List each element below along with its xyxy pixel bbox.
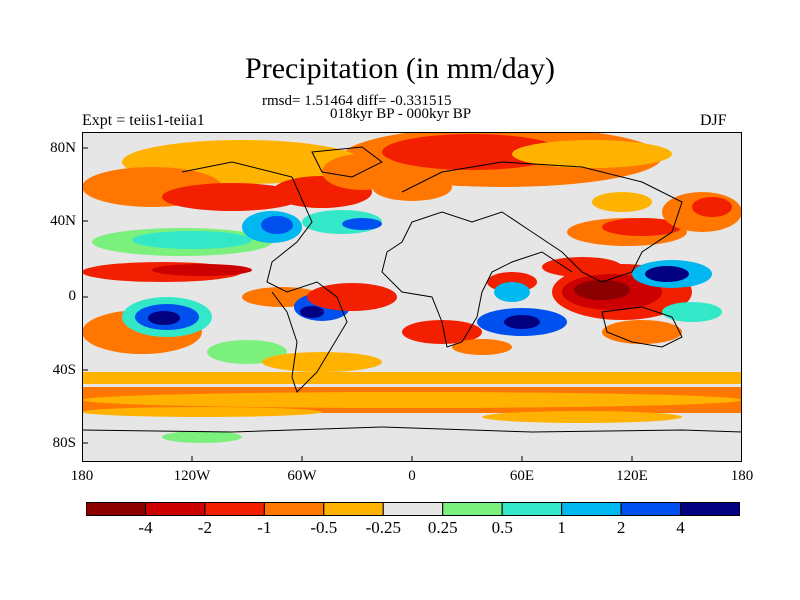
lat-label-80n: 80N bbox=[50, 140, 76, 156]
colorbar-label: 2 bbox=[616, 518, 626, 537]
colorbar-label: -0.5 bbox=[310, 518, 338, 537]
colorbar-label: 0.25 bbox=[427, 518, 458, 537]
colorbar bbox=[86, 502, 740, 516]
colorbar-box bbox=[680, 502, 740, 516]
colorbar-box bbox=[263, 502, 325, 516]
experiment-label: Expt = teiis1-teiia1 bbox=[82, 112, 205, 129]
colorbar-box bbox=[620, 502, 682, 516]
map-title: Precipitation (in mm/day) bbox=[245, 52, 555, 85]
lon-label-120w: 120W bbox=[173, 468, 211, 484]
lon-label-0: 0 bbox=[408, 468, 416, 484]
lon-label-60w: 60W bbox=[287, 468, 317, 484]
period-label: 018kyr BP - 000kyr BP bbox=[330, 106, 472, 122]
lon-label-60e: 60E bbox=[509, 468, 535, 484]
colorbar-box bbox=[382, 502, 444, 516]
lon-label-180e: 180 bbox=[730, 468, 754, 484]
lat-label-40n: 40N bbox=[50, 213, 76, 229]
colorbar-label: 4 bbox=[676, 518, 685, 537]
colorbar-box bbox=[86, 502, 146, 516]
lon-label-120e: 120E bbox=[616, 468, 648, 484]
lat-label-80s: 80S bbox=[52, 435, 76, 451]
colorbar-box bbox=[144, 502, 206, 516]
colorbar-label: 1 bbox=[557, 518, 566, 537]
colorbar-label: -4 bbox=[138, 518, 153, 537]
shaded-field bbox=[82, 132, 742, 462]
lat-label-0: 0 bbox=[68, 288, 77, 304]
lon-label-180w: 180 bbox=[70, 468, 94, 484]
colorbar-box bbox=[204, 502, 265, 516]
precipitation-difference-map bbox=[82, 132, 742, 462]
coastlines bbox=[82, 146, 742, 433]
rmsd-diff-stats: rmsd= 1.51464 diff= -0.331515 bbox=[262, 93, 452, 109]
colorbar-box bbox=[442, 502, 503, 516]
lat-label-40s: 40S bbox=[52, 362, 76, 378]
colorbar-box bbox=[501, 502, 563, 516]
colorbar-box bbox=[323, 502, 384, 516]
colorbar-label: -1 bbox=[257, 518, 272, 537]
colorbar-label: 0.5 bbox=[491, 518, 513, 537]
colorbar-label: -2 bbox=[197, 518, 212, 537]
map-ticks bbox=[82, 147, 633, 462]
colorbar-box bbox=[561, 502, 622, 516]
season-label: DJF bbox=[700, 112, 727, 129]
colorbar-label: -0.25 bbox=[365, 518, 401, 537]
